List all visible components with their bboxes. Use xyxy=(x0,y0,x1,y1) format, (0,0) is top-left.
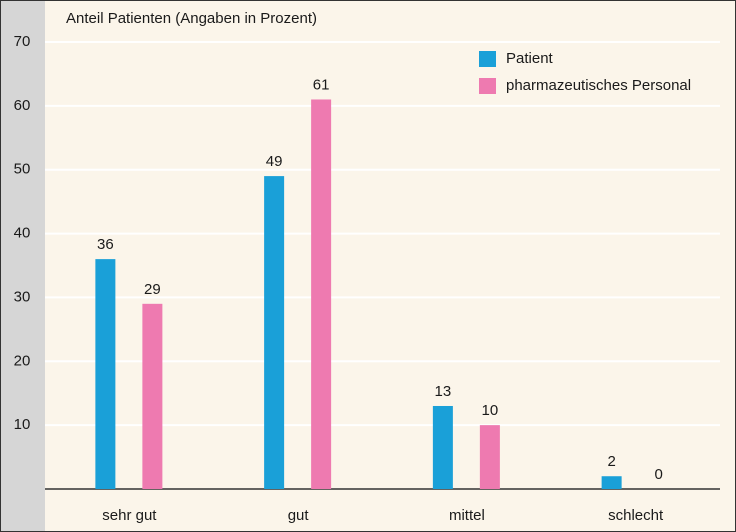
value-label: 49 xyxy=(266,153,283,170)
legend-swatch xyxy=(479,51,496,67)
x-tick-label: sehr gut xyxy=(102,507,157,524)
y-tick-label: 10 xyxy=(14,416,31,433)
bar xyxy=(432,405,453,489)
value-label: 13 xyxy=(435,383,452,400)
x-tick-label: gut xyxy=(288,507,310,524)
bar xyxy=(142,303,163,489)
value-label: 2 xyxy=(607,453,615,470)
y-tick-label: 30 xyxy=(14,288,31,305)
bar xyxy=(95,259,116,489)
y-tick-label: 70 xyxy=(14,33,31,50)
x-tick-label: schlecht xyxy=(608,507,664,524)
legend-label: pharmazeutisches Personal xyxy=(506,77,691,94)
legend-label: Patient xyxy=(506,50,554,67)
value-label: 0 xyxy=(654,466,662,483)
chart-title: Anteil Patienten (Angaben in Prozent) xyxy=(66,10,317,27)
bar xyxy=(479,425,500,489)
axis-strip xyxy=(1,1,45,531)
bar xyxy=(264,176,285,489)
x-tick-label: mittel xyxy=(449,507,485,524)
value-label: 29 xyxy=(144,281,161,298)
legend-swatch xyxy=(479,78,496,94)
y-tick-label: 60 xyxy=(14,97,31,114)
y-tick-label: 50 xyxy=(14,161,31,178)
y-tick-label: 40 xyxy=(14,225,31,242)
value-label: 36 xyxy=(97,236,114,253)
bar xyxy=(601,476,622,489)
y-tick-label: 20 xyxy=(14,352,31,369)
value-label: 61 xyxy=(313,76,330,93)
value-label: 10 xyxy=(482,402,499,419)
bar xyxy=(311,99,332,489)
